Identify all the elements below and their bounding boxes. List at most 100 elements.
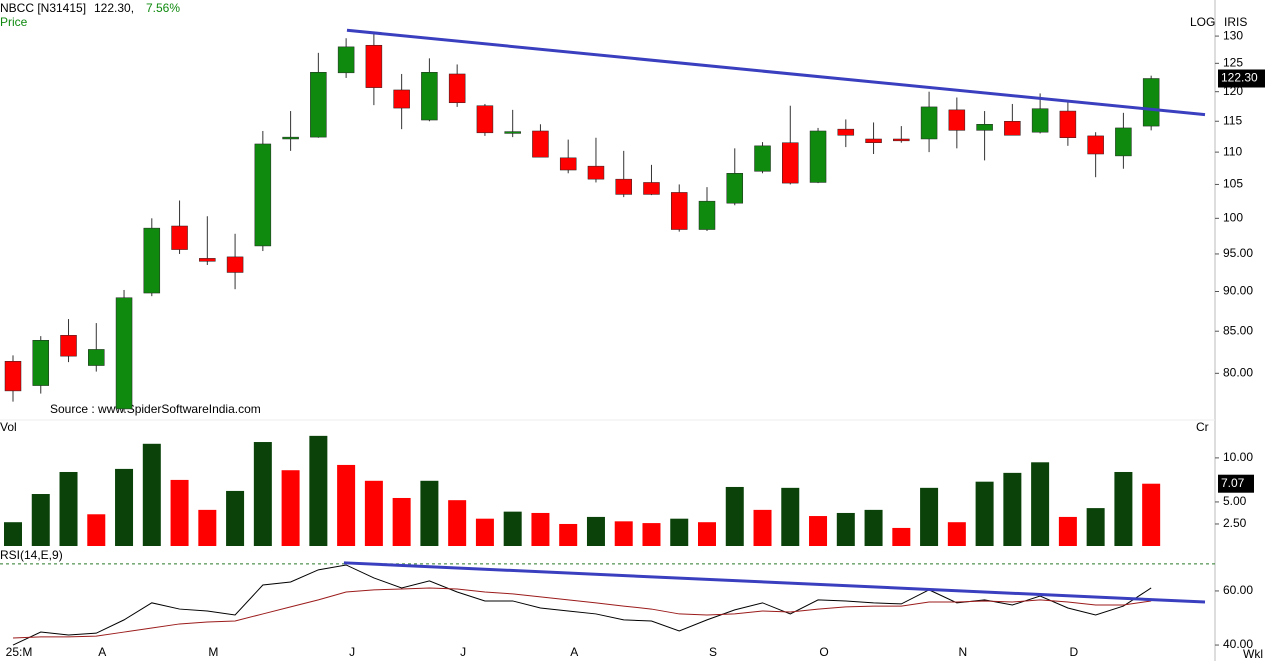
y-tick-label: 100 bbox=[1223, 210, 1243, 224]
volume-bar bbox=[836, 512, 855, 546]
candle-body bbox=[393, 89, 410, 109]
volume-bar bbox=[531, 512, 550, 546]
volume-bar bbox=[920, 487, 939, 546]
candle-body bbox=[698, 200, 716, 230]
rsi-title: RSI(14,E,9) bbox=[0, 548, 63, 562]
x-tick-label: A bbox=[570, 645, 578, 659]
volume-bar bbox=[420, 480, 439, 546]
volume-bar bbox=[725, 486, 744, 546]
candle-body bbox=[60, 335, 77, 357]
candle-body bbox=[782, 142, 799, 184]
candle-body bbox=[421, 72, 438, 121]
volume-bar bbox=[170, 479, 189, 546]
last-volume-label: 7.07 bbox=[1221, 476, 1245, 490]
scale-label: LOG bbox=[1190, 15, 1215, 29]
volume-unit: Cr bbox=[1196, 420, 1209, 434]
candle-body bbox=[726, 173, 744, 204]
x-tick-label: S bbox=[709, 645, 717, 659]
trendline bbox=[343, 561, 1206, 604]
y-tick-label: 95.00 bbox=[1223, 246, 1253, 260]
volume-bar bbox=[670, 518, 689, 546]
candle-body bbox=[643, 182, 660, 195]
source: Source : www.SpiderSoftwareIndia.com bbox=[50, 402, 261, 416]
candle-body bbox=[4, 361, 22, 392]
volume-bar bbox=[475, 518, 494, 546]
volume-bar bbox=[892, 527, 911, 546]
x-tick-label: 25:M bbox=[6, 645, 33, 659]
candle-body bbox=[226, 256, 244, 273]
candle-body bbox=[532, 130, 549, 158]
volume-bar bbox=[337, 464, 356, 546]
symbol-title: NBCC [N31415] bbox=[0, 1, 86, 15]
last-value: 122.30, bbox=[94, 1, 134, 15]
candle-body bbox=[1142, 78, 1160, 127]
volume-bar bbox=[642, 523, 661, 546]
candle-body bbox=[115, 297, 133, 410]
last-price-label: 122.30 bbox=[1221, 71, 1258, 85]
volume-bar bbox=[87, 514, 106, 546]
candle-body bbox=[920, 106, 938, 140]
candle-body bbox=[32, 340, 50, 386]
volume-bar bbox=[698, 522, 716, 546]
x-tick-label: M bbox=[208, 645, 218, 659]
y-tick-label: 60.00 bbox=[1223, 583, 1253, 597]
candle-body bbox=[559, 157, 577, 171]
x-tick-label: N bbox=[959, 645, 968, 659]
volume-bar bbox=[614, 521, 633, 546]
candle-body bbox=[310, 72, 327, 138]
candle-body bbox=[282, 136, 299, 140]
candle-body bbox=[365, 44, 383, 88]
x-tick-label: J bbox=[460, 645, 466, 659]
volume-bar bbox=[59, 471, 78, 546]
scale-label: IRIS bbox=[1224, 15, 1247, 29]
y-tick-label: 5.00 bbox=[1223, 494, 1247, 508]
candle-body bbox=[1059, 110, 1077, 138]
y-tick-label: 40.00 bbox=[1223, 637, 1253, 651]
volume-bar bbox=[975, 481, 994, 546]
volume-bar bbox=[115, 468, 134, 546]
volume-bar bbox=[1058, 516, 1077, 546]
rsi-line bbox=[12, 587, 1152, 639]
candle-body bbox=[254, 143, 272, 247]
candle-body bbox=[976, 124, 993, 131]
x-tick-label: J bbox=[349, 645, 355, 659]
volume-bar bbox=[281, 470, 300, 546]
candle-body bbox=[948, 109, 966, 131]
x-tick-label: D bbox=[1070, 645, 1079, 659]
volume-bar bbox=[392, 497, 411, 546]
volume-bar bbox=[947, 522, 966, 546]
volume-bar bbox=[1003, 472, 1022, 546]
candle-body bbox=[1004, 120, 1021, 136]
candle-body bbox=[143, 227, 161, 294]
volume-bar bbox=[31, 494, 50, 546]
candle-body bbox=[337, 46, 355, 74]
candle-body bbox=[809, 130, 827, 183]
volume-bar bbox=[781, 487, 800, 546]
y-tick-label: 10.00 bbox=[1223, 450, 1253, 464]
candle-body bbox=[199, 258, 216, 262]
candle-body bbox=[865, 138, 882, 143]
volume-bar bbox=[364, 480, 383, 546]
y-tick-label: 110 bbox=[1223, 144, 1242, 158]
x-tick-label: A bbox=[98, 645, 106, 659]
last-volume-box bbox=[1218, 474, 1254, 493]
candle-body bbox=[893, 138, 910, 142]
price-label: Price bbox=[0, 15, 28, 29]
volume-bar bbox=[1114, 471, 1133, 546]
y-tick-label: 90.00 bbox=[1223, 284, 1253, 298]
y-tick-label: 2.50 bbox=[1223, 516, 1247, 530]
candle-body bbox=[171, 225, 188, 250]
candle-body bbox=[448, 73, 466, 104]
volume-bar bbox=[1142, 483, 1161, 546]
volume-bar bbox=[503, 511, 522, 546]
volume-bar bbox=[1031, 462, 1050, 546]
trendline bbox=[346, 28, 1206, 117]
candle-body bbox=[1031, 108, 1049, 133]
volume-bar bbox=[1086, 508, 1105, 546]
candle-body bbox=[88, 349, 105, 366]
change: 7.56% bbox=[146, 1, 180, 15]
volume-bar bbox=[309, 435, 328, 546]
volume-bar bbox=[864, 509, 883, 546]
